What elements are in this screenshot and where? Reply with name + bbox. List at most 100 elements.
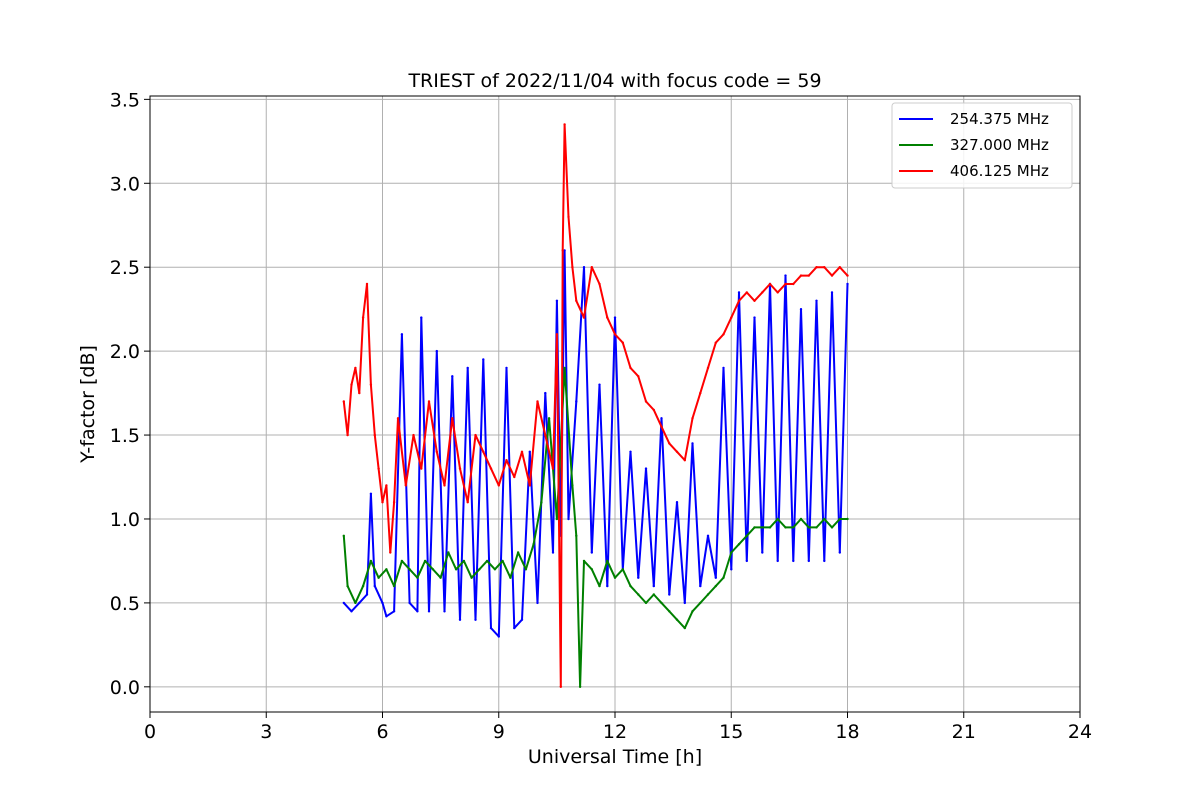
data-point-406-125-mhz bbox=[730, 316, 733, 319]
data-point-327-000-mhz bbox=[423, 559, 427, 563]
data-point-254-375-mhz bbox=[823, 559, 826, 563]
y-tick-label: 1.5 bbox=[110, 425, 140, 447]
data-point-327-000-mhz bbox=[730, 551, 733, 554]
data-point-406-125-mhz bbox=[683, 459, 686, 462]
data-point-406-125-mhz bbox=[807, 274, 810, 277]
data-point-327-000-mhz bbox=[524, 568, 528, 571]
y-tick-label: 2.5 bbox=[110, 257, 140, 279]
data-point-327-000-mhz bbox=[563, 366, 566, 370]
data-point-406-125-mhz bbox=[342, 400, 345, 403]
data-point-327-000-mhz bbox=[416, 576, 419, 579]
data-point-254-375-mhz bbox=[846, 282, 849, 286]
data-point-327-000-mhz bbox=[613, 576, 617, 579]
data-point-327-000-mhz bbox=[675, 618, 679, 621]
data-point-254-375-mhz bbox=[482, 358, 485, 361]
data-point-406-125-mhz bbox=[373, 433, 376, 437]
data-point-327-000-mhz bbox=[361, 584, 365, 588]
data-point-327-000-mhz bbox=[598, 584, 601, 588]
data-point-327-000-mhz bbox=[578, 685, 582, 688]
data-point-254-375-mhz bbox=[408, 601, 411, 605]
data-point-406-125-mhz bbox=[520, 450, 524, 453]
data-point-406-125-mhz bbox=[497, 484, 500, 487]
data-point-254-375-mhz bbox=[606, 584, 609, 588]
data-point-254-375-mhz bbox=[807, 559, 810, 563]
data-point-406-125-mhz bbox=[838, 266, 841, 269]
series-lines bbox=[342, 123, 849, 688]
data-point-327-000-mhz bbox=[792, 526, 795, 529]
data-point-406-125-mhz bbox=[575, 299, 578, 302]
axis-ticks: 0 3 6 9 12 15 18 21 24 0.0 0.5 1.0 1.5 2.0 2.5 3.0 3.5 bbox=[110, 89, 1092, 743]
data-point-254-375-mhz bbox=[443, 610, 446, 613]
data-point-406-125-mhz bbox=[629, 366, 632, 370]
data-point-406-125-mhz bbox=[660, 425, 663, 428]
data-point-254-375-mhz bbox=[629, 450, 632, 453]
data-point-254-375-mhz bbox=[784, 274, 787, 277]
data-point-406-125-mhz bbox=[489, 467, 493, 470]
data-point-254-375-mhz bbox=[753, 316, 756, 319]
data-point-327-000-mhz bbox=[369, 559, 373, 563]
data-point-327-000-mhz bbox=[509, 576, 512, 579]
data-point-327-000-mhz bbox=[462, 559, 466, 563]
data-point-254-375-mhz bbox=[466, 366, 469, 370]
data-point-254-375-mhz bbox=[838, 551, 841, 554]
data-point-406-125-mhz bbox=[354, 366, 357, 370]
data-point-327-000-mhz bbox=[799, 517, 803, 521]
data-point-327-000-mhz bbox=[346, 584, 349, 588]
data-point-406-125-mhz bbox=[571, 266, 574, 269]
data-point-406-125-mhz bbox=[830, 274, 834, 277]
data-point-254-375-mhz bbox=[776, 559, 779, 563]
data-point-406-125-mhz bbox=[369, 383, 373, 386]
data-point-327-000-mhz bbox=[830, 526, 834, 529]
data-point-406-125-mhz bbox=[365, 282, 369, 286]
chart-title: TRIEST of 2022/11/04 with focus code = 5… bbox=[407, 70, 821, 92]
data-point-254-375-mhz bbox=[799, 308, 803, 311]
data-point-406-125-mhz bbox=[396, 417, 400, 420]
y-tick-label: 0.0 bbox=[110, 677, 140, 699]
data-point-254-375-mhz bbox=[668, 593, 671, 596]
x-tick-label: 0 bbox=[144, 721, 156, 743]
data-point-254-375-mhz bbox=[513, 626, 516, 630]
series-327-000-mhz bbox=[342, 366, 849, 688]
data-point-327-000-mhz bbox=[392, 584, 396, 588]
legend-label-327-000-mhz: 327.000 MHz bbox=[950, 136, 1049, 154]
data-point-406-125-mhz bbox=[451, 417, 454, 420]
data-point-406-125-mhz bbox=[745, 291, 748, 294]
data-point-406-125-mhz bbox=[823, 266, 826, 269]
y-tick-label: 3.0 bbox=[110, 173, 140, 195]
data-point-327-000-mhz bbox=[454, 568, 458, 571]
x-axis-label: Universal Time [h] bbox=[528, 746, 702, 768]
data-point-406-125-mhz bbox=[385, 484, 388, 487]
data-point-406-125-mhz bbox=[358, 391, 361, 395]
data-point-327-000-mhz bbox=[385, 568, 388, 571]
data-point-406-125-mhz bbox=[346, 433, 349, 437]
data-point-327-000-mhz bbox=[753, 526, 756, 529]
data-point-254-375-mhz bbox=[520, 618, 524, 621]
data-point-406-125-mhz bbox=[737, 299, 741, 302]
data-point-254-375-mhz bbox=[416, 610, 419, 613]
data-point-254-375-mhz bbox=[536, 601, 539, 605]
data-point-254-375-mhz bbox=[637, 576, 640, 579]
data-point-406-125-mhz bbox=[582, 316, 586, 319]
data-point-327-000-mhz bbox=[621, 568, 624, 571]
data-point-254-375-mhz bbox=[590, 551, 593, 554]
data-point-406-125-mhz bbox=[675, 450, 679, 453]
data-point-254-375-mhz bbox=[489, 626, 493, 630]
data-point-327-000-mhz bbox=[737, 543, 741, 546]
data-point-406-125-mhz bbox=[458, 467, 462, 470]
y-tick-label: 2.0 bbox=[110, 341, 140, 363]
data-point-327-000-mhz bbox=[644, 601, 648, 605]
data-point-254-375-mhz bbox=[830, 291, 834, 294]
data-point-254-375-mhz bbox=[381, 601, 384, 605]
data-point-327-000-mhz bbox=[660, 601, 663, 605]
data-point-254-375-mhz bbox=[714, 576, 717, 579]
data-point-406-125-mhz bbox=[567, 215, 570, 219]
data-point-406-125-mhz bbox=[652, 408, 655, 412]
y-tick-label: 3.5 bbox=[110, 89, 140, 111]
data-point-327-000-mhz bbox=[629, 584, 632, 588]
data-point-254-375-mhz bbox=[722, 366, 725, 370]
y-tick-label: 0.5 bbox=[110, 593, 140, 615]
x-tick-label: 21 bbox=[952, 721, 976, 743]
data-point-254-375-mhz bbox=[350, 610, 353, 613]
data-point-254-375-mhz bbox=[385, 615, 388, 618]
data-point-327-000-mhz bbox=[768, 526, 772, 529]
